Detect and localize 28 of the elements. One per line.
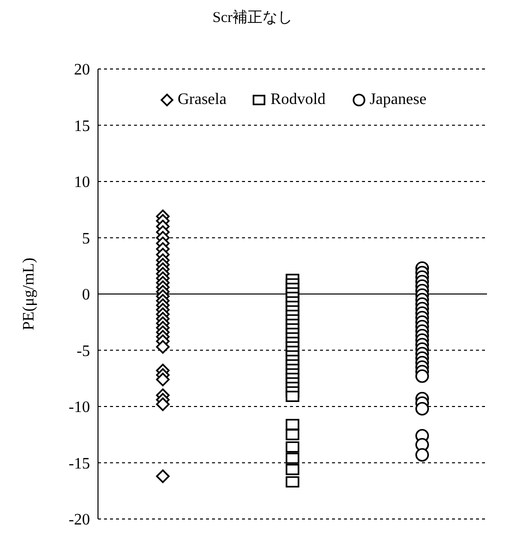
legend-label: Rodvold (270, 91, 326, 109)
point (286, 429, 300, 440)
point (286, 452, 300, 464)
point (415, 369, 429, 383)
y-tick-label: -20 (68, 512, 90, 529)
legend-label: Grasela (178, 91, 226, 109)
y-axis-title: PE(μg/mL) (20, 258, 38, 330)
legend-label: Japanese (370, 91, 426, 109)
point (156, 469, 170, 484)
y-tick-label: -5 (76, 342, 90, 360)
point (156, 372, 170, 386)
y-tick-label: 20 (74, 62, 90, 79)
y-tick-label: 0 (82, 286, 90, 304)
point (415, 448, 429, 462)
y-tick-label: -10 (68, 399, 90, 416)
point (286, 390, 300, 402)
chart-title: Scr補正なし (212, 8, 294, 27)
point (286, 464, 300, 476)
point (286, 476, 300, 488)
point (415, 402, 429, 416)
point (286, 418, 300, 430)
y-tick-label: 10 (74, 174, 90, 192)
y-tick-label: -15 (68, 455, 90, 472)
y-tick-label: 15 (74, 118, 90, 135)
point (286, 441, 300, 453)
y-tick-label: 5 (82, 230, 90, 248)
point (156, 397, 170, 412)
point (156, 340, 170, 354)
